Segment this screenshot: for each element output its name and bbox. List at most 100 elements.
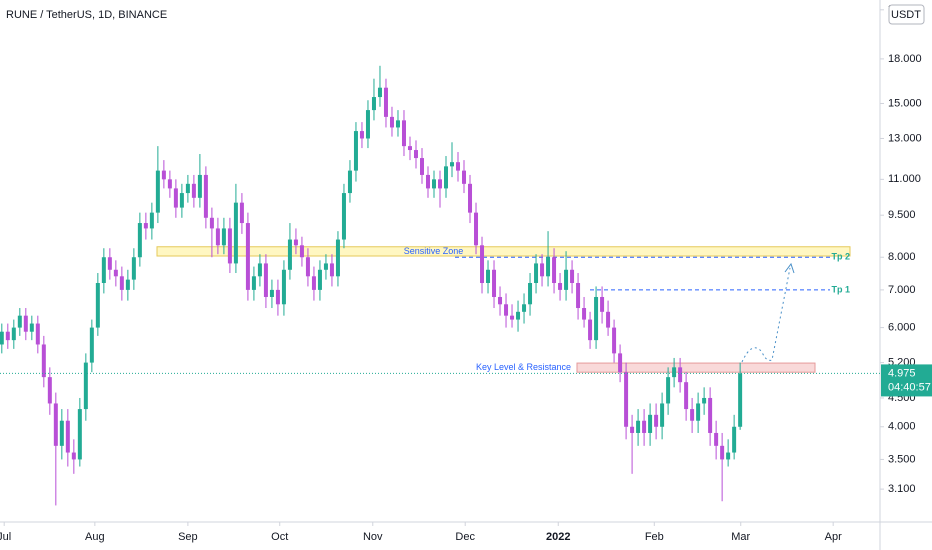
- candle-body: [486, 269, 491, 284]
- candle-body: [371, 97, 376, 111]
- price-label-box: [881, 364, 932, 397]
- candle-body: [588, 319, 593, 341]
- x-tick-label: 2022: [546, 531, 570, 543]
- y-tick-label: 4.000: [888, 421, 916, 433]
- candle-body: [53, 403, 58, 446]
- candle-body: [329, 263, 334, 277]
- candle-body: [534, 263, 539, 284]
- candle-body: [474, 212, 479, 246]
- x-tick-label: Jul: [0, 531, 11, 543]
- candle-body: [47, 377, 52, 404]
- candle-body: [11, 327, 16, 341]
- plot-area: Sensitive Zone Key Level & Resistance Tp 2…: [0, 65, 851, 506]
- candle-body: [347, 170, 352, 194]
- candle-body: [233, 202, 238, 264]
- candle-body: [305, 257, 310, 277]
- chart-title: RUNE / TetherUS, 1D, BINANCE: [6, 9, 167, 21]
- candle-body: [462, 170, 467, 184]
- candle-body: [125, 279, 130, 290]
- candle-body: [323, 263, 328, 270]
- candle-body: [281, 269, 286, 305]
- candle-body: [275, 289, 280, 305]
- candle-body: [389, 116, 394, 128]
- candle-body: [287, 239, 292, 270]
- candle-body: [702, 397, 707, 404]
- arrow-head: [784, 262, 795, 274]
- candle-body: [419, 158, 424, 175]
- candle-body: [215, 228, 220, 246]
- candle-body: [738, 373, 743, 427]
- candle-body: [636, 420, 641, 433]
- candle-body: [269, 289, 274, 297]
- zone-label: Key Level & Resistance: [476, 362, 571, 372]
- candle-body: [239, 202, 244, 224]
- candle-body: [17, 315, 22, 328]
- candle-body: [600, 296, 605, 312]
- candle-body: [570, 269, 575, 284]
- candle-body: [143, 223, 148, 229]
- y-tick-label: 8.000: [888, 251, 916, 263]
- candle-body: [444, 166, 449, 189]
- candle-body: [576, 283, 581, 309]
- candle-body: [642, 420, 647, 433]
- candle-body: [425, 174, 430, 189]
- candle-body: [41, 344, 46, 378]
- x-tick-label: Aug: [85, 531, 105, 543]
- candle-body: [654, 414, 659, 427]
- zone-label: Sensitive Zone: [404, 246, 464, 256]
- candle-body: [522, 304, 527, 312]
- candle-body: [335, 239, 340, 277]
- candle-body: [119, 276, 124, 290]
- candle-body: [624, 372, 629, 427]
- countdown: 04:40:57: [888, 381, 931, 393]
- candle-body: [77, 409, 82, 460]
- candle-body: [558, 283, 563, 290]
- x-tick-label: Apr: [825, 531, 842, 543]
- x-tick-label: Oct: [271, 531, 288, 543]
- candle-body: [179, 193, 184, 208]
- candle-body: [221, 228, 226, 246]
- x-tick-label: Nov: [363, 531, 383, 543]
- y-tick-label: 3.100: [888, 483, 916, 495]
- candle-body: [498, 296, 503, 305]
- candle-body: [582, 308, 587, 320]
- candle-body: [666, 377, 671, 404]
- x-tick-label: Sep: [178, 531, 198, 543]
- candle-body: [59, 420, 64, 446]
- candle-body: [185, 183, 190, 194]
- candle-body: [660, 403, 665, 427]
- target-label: Tp 1: [831, 284, 850, 294]
- candle-body: [155, 170, 160, 213]
- candle-body: [137, 223, 142, 258]
- candle-body: [101, 257, 106, 284]
- currency-badge: [888, 4, 925, 25]
- y-tick-label: 9.500: [888, 209, 916, 221]
- candle-body: [251, 276, 256, 290]
- candle-body: [546, 257, 551, 277]
- candle-body: [191, 183, 196, 198]
- candle-body: [480, 245, 485, 284]
- candle-body: [365, 110, 370, 139]
- candle-body: [5, 331, 10, 341]
- candle-body: [678, 367, 683, 383]
- candle-body: [227, 228, 232, 264]
- candle-body: [672, 367, 677, 378]
- candle-body: [618, 353, 623, 373]
- candle-body: [504, 304, 509, 316]
- candle-body: [197, 174, 202, 198]
- y-tick-label: 7.000: [888, 284, 916, 296]
- y-tick-label: 3.500: [888, 453, 916, 465]
- candle-body: [203, 174, 208, 218]
- x-tick-label: Mar: [731, 531, 750, 543]
- candle-body: [113, 269, 118, 277]
- candle-body: [395, 120, 400, 128]
- candle-body: [516, 311, 521, 320]
- target-label: Tp 2: [831, 252, 850, 262]
- candle-body: [450, 162, 455, 167]
- candle-body: [720, 445, 725, 460]
- candle-body: [245, 223, 250, 290]
- candle-body: [83, 362, 88, 410]
- candle-body: [552, 257, 557, 284]
- candle-body: [341, 193, 346, 240]
